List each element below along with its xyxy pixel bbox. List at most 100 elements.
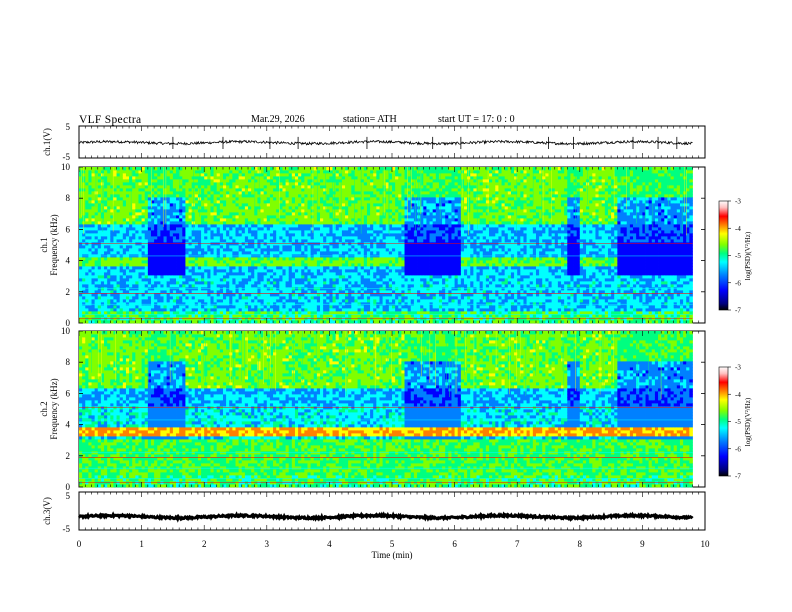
spec-cell [101,281,105,284]
spec-cell [173,197,177,200]
spec-cell [142,311,146,314]
spec-cell [92,194,96,197]
spec-cell [79,257,83,260]
spec-cell [164,191,168,194]
spec-cell [142,320,146,323]
spec-cell [98,167,102,170]
spec-cell [148,215,152,218]
spec-cell [148,170,152,173]
spec-cell [151,224,155,227]
spec-cell [145,257,149,260]
spec-cell [82,317,86,320]
spec-cell [123,269,127,272]
spec-cell [101,299,105,302]
spec-cell [132,206,136,209]
spec-cell [142,281,146,284]
spec-cell [82,272,86,275]
spec-cell [101,302,105,305]
spec-cell [151,317,155,320]
spec-cell [126,257,130,260]
spec-cell [85,215,89,218]
spec-cell [148,266,152,269]
spec-cell [88,269,92,272]
spec-cell [160,233,164,236]
spec-cell [151,311,155,314]
spec-cell [107,215,111,218]
spec-cell [151,227,155,230]
spec-cell [129,248,133,251]
spec-cell [145,179,149,182]
spec-cell [101,257,105,260]
spec-cell [117,221,121,224]
spec-cell [132,248,136,251]
spec-cell [167,281,171,284]
spec-cell [135,170,139,173]
spec-cell [98,236,102,239]
spec-cell [173,173,177,176]
spec-cell [157,296,161,299]
spec-cell [151,260,155,263]
spec-cell [135,305,139,308]
spec-cell [104,176,108,179]
spec-cell [182,215,186,218]
spec-cell [98,194,102,197]
spec-cell [148,173,152,176]
spec-cell [104,188,108,191]
spec-cell [92,296,96,299]
spec-cell [164,215,168,218]
spec-cell [138,248,142,251]
spec-cell [95,272,99,275]
spec-cell [123,305,127,308]
spec-cell [107,260,111,263]
spec-cell [154,320,158,323]
spec-cell [107,239,111,242]
spec-cell [154,281,158,284]
spec-cell [182,176,186,179]
spec-cell [148,224,152,227]
spec-cell [101,248,105,251]
spec-cell [129,197,133,200]
spec-cell [129,275,133,278]
spec-cell [185,239,189,242]
spec-cell [185,275,189,278]
spec-cell [173,194,177,197]
spec-cell [176,275,180,278]
spec-cell [148,206,152,209]
spec-cell [176,224,180,227]
spec-cell [126,272,130,275]
spec-cell [85,239,89,242]
spec-cell [154,221,158,224]
spec-cell [129,233,133,236]
spec-cell [95,221,99,224]
spec-cell [145,221,149,224]
spec-cell [176,203,180,206]
spec-cell [145,260,149,263]
spec-cell [142,317,146,320]
spec-cell [138,251,142,254]
spec-cell [98,305,102,308]
spec-cell [107,191,111,194]
spec-cell [167,224,171,227]
spec-cell [95,311,99,314]
spec-cell [132,233,136,236]
spec-cell [101,236,105,239]
spec-cell [164,317,168,320]
spec-cell [132,203,136,206]
spec-cell [145,266,149,269]
spec-cell [182,200,186,203]
spec-cell [120,305,124,308]
spec-cell [120,257,124,260]
spec-cell [135,203,139,206]
spec-cell [182,212,186,215]
spec-cell [182,281,186,284]
spec-cell [79,239,83,242]
spec-cell [88,215,92,218]
spec-cell [95,275,99,278]
spec-cell [101,311,105,314]
spec-cell [154,185,158,188]
spec-cell [85,200,89,203]
spec-cell [85,272,89,275]
spec-cell [98,260,102,263]
spec-cell [101,272,105,275]
spec-cell [154,194,158,197]
